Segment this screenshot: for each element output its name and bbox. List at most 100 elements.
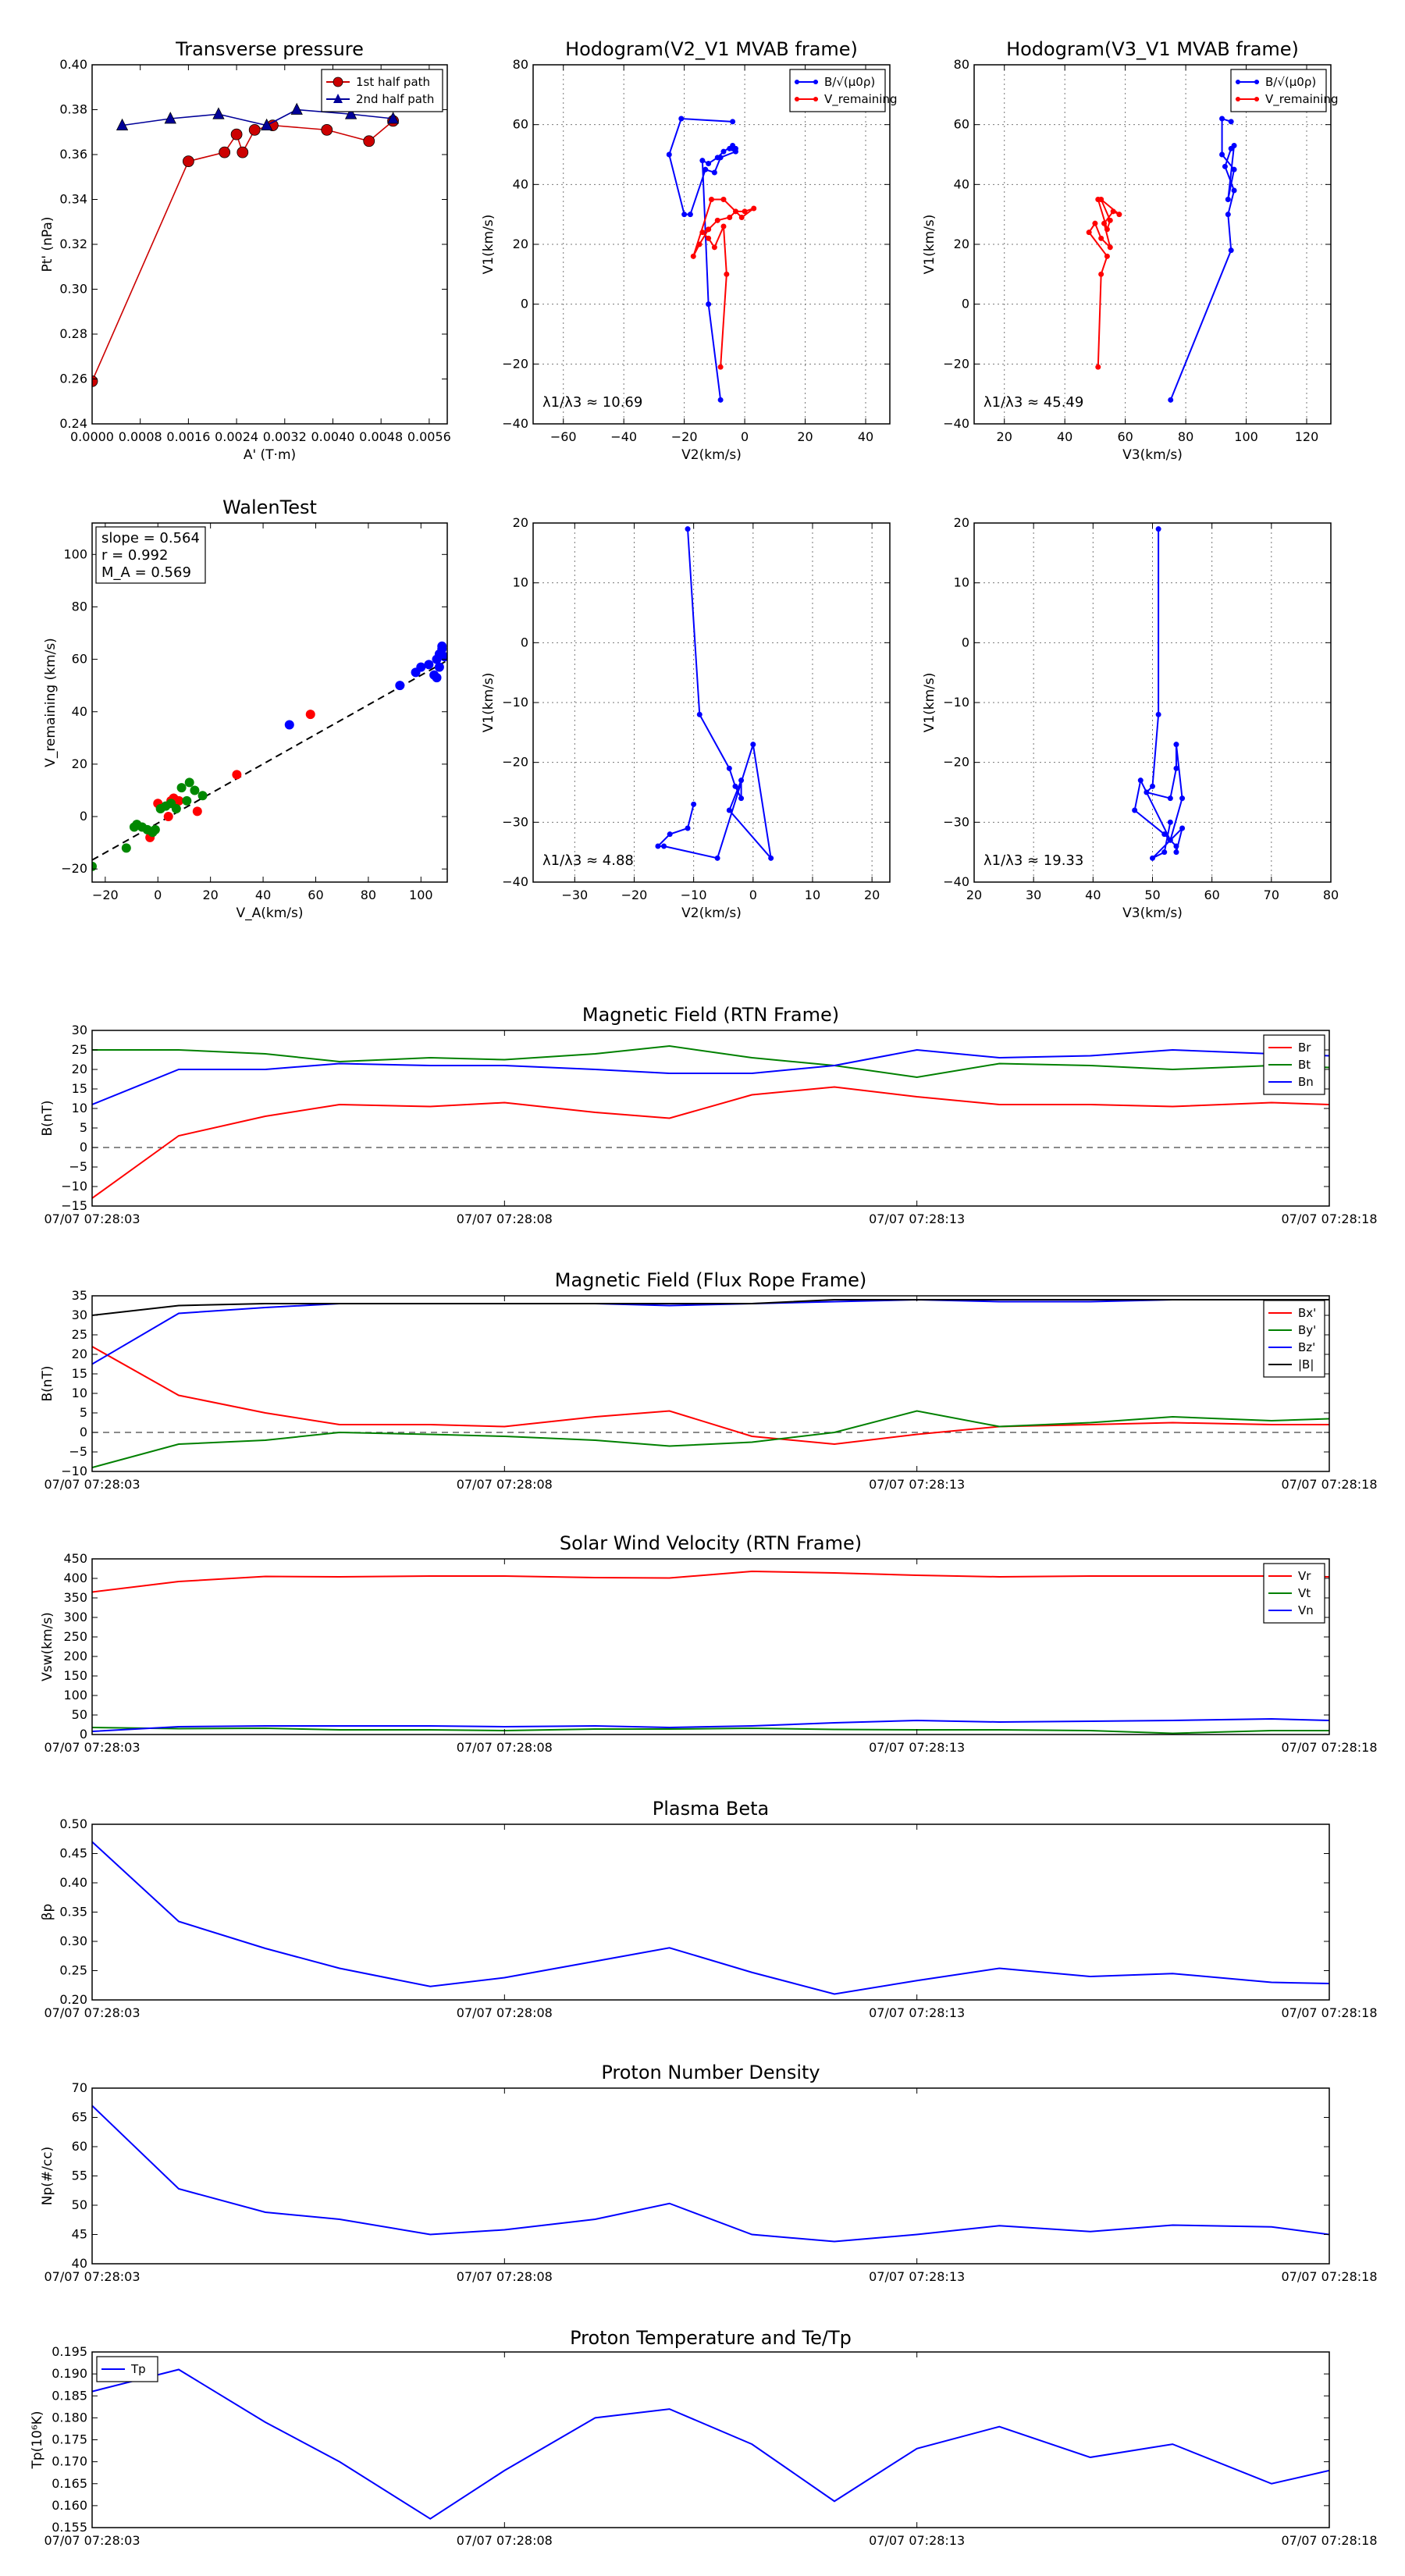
data-point	[212, 107, 225, 119]
y-tick-label: 20	[72, 1062, 87, 1076]
y-tick-label: 5	[80, 1405, 87, 1420]
x-tick-label: 0.0040	[311, 429, 354, 444]
x-tick-label: 07/07 07:28:03	[44, 1477, 140, 1492]
data-point	[92, 375, 98, 387]
y-tick-label: 0.32	[59, 237, 87, 251]
y-tick-label: 50	[72, 2197, 87, 2212]
y-tick-label: 0.160	[52, 2498, 87, 2513]
plot-frame	[91, 522, 448, 883]
legend: Br Bt Bn	[1263, 1034, 1325, 1095]
y-tick-label: 70	[72, 2080, 87, 2095]
data-point	[1161, 831, 1168, 838]
data-point	[732, 783, 738, 789]
data-point	[1173, 765, 1179, 771]
x-tick-label: 20	[864, 888, 880, 902]
data-point	[182, 795, 192, 806]
y-tick-label: 15	[72, 1081, 87, 1096]
data-point	[437, 641, 447, 651]
data-point	[1219, 151, 1225, 158]
data-point	[724, 271, 730, 277]
x-tick-label: 0	[749, 888, 757, 902]
legend-label: B/√(μ0ρ)	[1265, 75, 1316, 89]
data-point	[720, 223, 727, 229]
chart-vsw: Solar Wind Velocity (RTN Frame) 07/07 07:…	[40, 1532, 1378, 1755]
y-axis-label: B(nT)	[40, 1365, 55, 1401]
y-tick-label: 0.155	[52, 2520, 87, 2535]
y-axis-label: Pt' (nPa)	[40, 217, 55, 272]
y-tick-label: 15	[72, 1366, 87, 1381]
data-point	[706, 301, 712, 308]
legend-label: By'	[1298, 1323, 1316, 1337]
y-tick-label: −20	[943, 356, 969, 371]
y-tick-label: 60	[954, 117, 969, 132]
x-tick-label: 30	[1026, 888, 1041, 902]
y-axis-label: Tp(10⁶K)	[30, 2411, 45, 2469]
eigen-ratio-annotation: λ1/λ3 ≈ 45.49	[984, 394, 1083, 411]
data-point	[732, 148, 738, 155]
y-axis-label: Vsw(km/s)	[40, 1612, 55, 1681]
data-point	[248, 123, 261, 136]
data-point	[184, 777, 194, 788]
y-tick-label: 200	[63, 1649, 87, 1663]
x-tick-label: 60	[1204, 888, 1219, 902]
data-point	[1095, 197, 1101, 202]
data-point	[768, 855, 774, 861]
y-tick-label: 0.195	[52, 2344, 87, 2359]
plot-frame	[91, 1030, 1330, 1207]
data-point	[702, 166, 709, 173]
data-point	[219, 146, 231, 158]
data-point	[1173, 742, 1179, 748]
y-tick-label: 0.175	[52, 2432, 87, 2447]
eigen-ratio-annotation: λ1/λ3 ≈ 4.88	[542, 852, 634, 869]
series-line-3	[92, 1299, 1329, 1316]
data-point	[666, 151, 672, 158]
y-tick-label: 80	[513, 57, 528, 72]
y-tick-label: −30	[502, 814, 528, 829]
x-tick-label: 07/07 07:28:13	[869, 2005, 965, 2020]
y-tick-label: 450	[63, 1551, 87, 1566]
y-tick-label: 0.38	[59, 102, 87, 117]
eigen-ratio-annotation: λ1/λ3 ≈ 10.69	[542, 394, 642, 411]
x-tick-label: 07/07 07:28:03	[44, 1212, 140, 1226]
x-tick-label: 07/07 07:28:08	[457, 1477, 553, 1492]
data-point	[1173, 849, 1179, 856]
plot-frame	[532, 522, 891, 883]
x-tick-label: 07/07 07:28:03	[44, 2269, 140, 2284]
y-tick-label: 30	[72, 1308, 87, 1322]
y-tick-label: 0	[80, 1727, 87, 1742]
x-tick-label: 0	[741, 429, 749, 444]
data-point	[1098, 271, 1104, 277]
x-tick-label: 20	[966, 888, 982, 902]
data-point	[284, 720, 294, 730]
chart-title: Hodogram(V3_V1 MVAB frame)	[1006, 38, 1299, 60]
data-point	[717, 155, 724, 161]
y-tick-label: 30	[72, 1023, 87, 1037]
series-line-1	[692, 198, 755, 368]
data-point	[1132, 807, 1138, 813]
data-point	[667, 831, 673, 838]
legend-label: Vr	[1298, 1569, 1311, 1583]
data-point	[720, 148, 727, 155]
x-tick-label: −20	[621, 888, 648, 902]
series-line-2	[92, 1048, 1329, 1105]
x-tick-label: 0.0008	[119, 429, 162, 444]
y-tick-label: 50	[72, 1707, 87, 1722]
plot-frame	[91, 1295, 1330, 1472]
data-point	[1107, 217, 1113, 223]
y-tick-label: 0.45	[59, 1846, 87, 1861]
eigen-ratio-annotation: λ1/λ3 ≈ 19.33	[984, 852, 1083, 869]
legend-label: Tp	[130, 2362, 146, 2376]
data-point	[1101, 220, 1108, 226]
data-point	[1110, 208, 1116, 215]
y-tick-label: −20	[502, 356, 528, 371]
y-tick-label: −40	[502, 416, 528, 431]
data-point	[720, 197, 727, 202]
data-point	[1219, 116, 1225, 122]
data-point	[1179, 795, 1186, 802]
series-line-0	[92, 1841, 1329, 1995]
data-point	[190, 785, 200, 795]
legend-marker	[333, 76, 343, 87]
plot-area	[92, 2368, 1329, 2520]
chart-hv31: 20 30 40 50 60 70 80 −40 −30 −20 −10 0 10 20 V3(km/s) V…	[922, 515, 1339, 921]
data-point	[1167, 795, 1173, 802]
